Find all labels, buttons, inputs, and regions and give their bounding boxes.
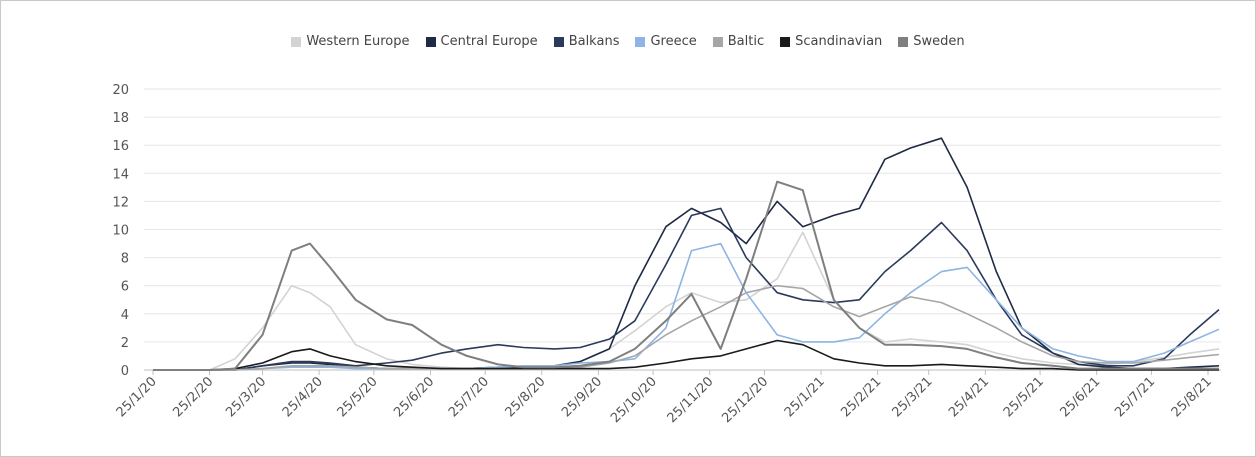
x-tick-label: 25/7/20	[446, 374, 492, 420]
legend-swatch	[635, 36, 646, 47]
y-tick-label: 4	[121, 308, 129, 323]
x-tick-label: 25/6/21	[1057, 374, 1103, 420]
legend-label: Central Europe	[440, 34, 538, 49]
y-tick-label: 8	[121, 252, 129, 267]
x-tick-label: 25/2/20	[170, 374, 216, 420]
x-tick-label: 25/5/21	[1001, 374, 1047, 420]
legend-label: Scandinavian	[795, 34, 883, 49]
legend-label: Balkans	[568, 34, 620, 49]
legend-swatch	[553, 36, 564, 47]
legend-label: Baltic	[727, 34, 765, 49]
legend-label: Sweden	[913, 34, 965, 49]
x-tick-label: 25/5/20	[335, 374, 381, 420]
x-tick-label: 25/4/20	[280, 374, 326, 420]
x-tick-label: 25/3/20	[223, 374, 269, 420]
legend-item: Sweden	[898, 34, 965, 49]
y-tick-label: 16	[112, 139, 129, 154]
series-line-baltic	[153, 284, 1220, 371]
legend-swatch	[291, 36, 302, 47]
series-line-greece	[153, 242, 1220, 371]
x-tick-label: 25/1/20	[114, 374, 160, 420]
series-line-sweden	[153, 180, 1219, 371]
x-tick-label: 25/10/20	[608, 374, 660, 426]
legend-swatch	[898, 36, 909, 47]
x-tick-label: 25/8/21	[1169, 374, 1215, 420]
legend-swatch	[712, 36, 723, 47]
x-tick-label: 25/8/20	[503, 374, 549, 420]
series-line-scandinavian	[153, 339, 1219, 371]
x-tick-label: 25/7/21	[1112, 374, 1158, 420]
y-tick-label: 18	[112, 111, 129, 126]
x-tick-label: 25/9/20	[559, 374, 605, 420]
legend: Western Europe Central Europe Balkans Greec…	[1, 34, 1255, 49]
legend-swatch	[425, 36, 436, 47]
y-tick-label: 2	[121, 336, 129, 351]
y-tick-label: 12	[112, 195, 129, 210]
legend-item: Central Europe	[425, 34, 538, 49]
x-tick-label: 25/3/21	[890, 374, 936, 420]
x-tick-label: 25/2/21	[838, 374, 884, 420]
y-tick-label: 20	[112, 83, 129, 98]
x-tick-label: 25/6/20	[391, 374, 437, 420]
legend-item: Western Europe	[291, 34, 410, 49]
y-tick-label: 14	[112, 167, 129, 182]
legend-item: Baltic	[712, 34, 765, 49]
x-tick-label: 25/11/20	[665, 374, 717, 426]
series-line-western-europe	[153, 231, 1220, 371]
y-tick-label: 0	[121, 364, 129, 379]
x-tick-label: 25/12/20	[719, 374, 771, 426]
legend-item: Scandinavian	[780, 34, 882, 49]
y-tick-label: 10	[112, 224, 129, 239]
legend-label: Western Europe	[306, 34, 410, 49]
legend-swatch	[780, 36, 791, 47]
legend-item: Greece	[635, 34, 697, 49]
series-line-central-europe	[153, 137, 1220, 371]
series-line-balkans	[153, 207, 1220, 371]
legend-label: Greece	[650, 34, 697, 49]
x-tick-label: 25/4/21	[946, 374, 992, 420]
legend-item: Balkans	[553, 34, 620, 49]
y-tick-label: 6	[121, 280, 129, 295]
x-tick-label: 25/1/21	[782, 374, 828, 420]
